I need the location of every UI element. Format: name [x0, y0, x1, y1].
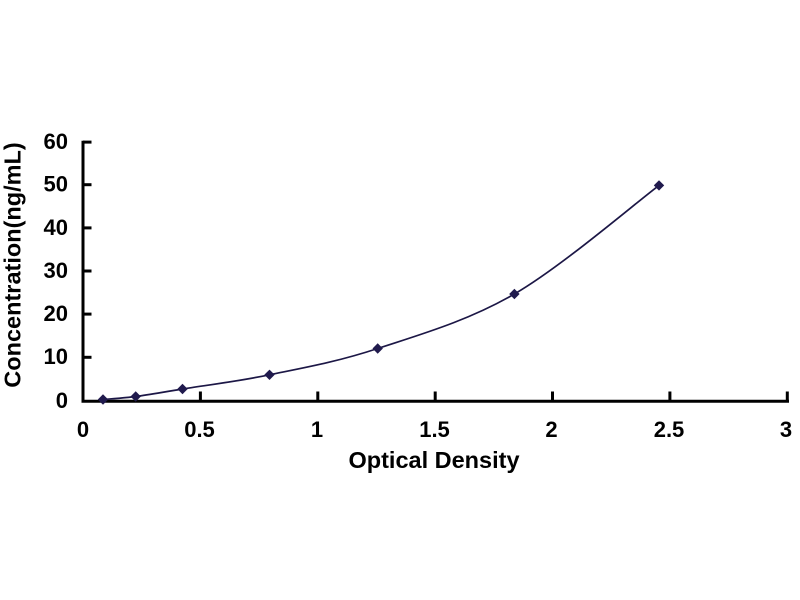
- svg-text:40: 40: [44, 215, 68, 240]
- svg-text:3: 3: [780, 417, 792, 442]
- svg-text:30: 30: [44, 258, 68, 283]
- svg-text:Optical Density: Optical Density: [348, 447, 519, 473]
- svg-text:2: 2: [545, 417, 557, 442]
- svg-text:10: 10: [44, 344, 68, 369]
- svg-text:1: 1: [311, 417, 323, 442]
- svg-text:Concentration(ng/mL): Concentration(ng/mL): [0, 142, 26, 387]
- svg-text:0.5: 0.5: [184, 417, 215, 442]
- svg-text:60: 60: [44, 129, 68, 154]
- svg-text:0: 0: [77, 417, 89, 442]
- svg-text:20: 20: [44, 301, 68, 326]
- svg-text:1.5: 1.5: [419, 417, 450, 442]
- svg-text:0: 0: [56, 388, 68, 413]
- svg-text:2.5: 2.5: [654, 417, 685, 442]
- svg-text:50: 50: [44, 172, 68, 197]
